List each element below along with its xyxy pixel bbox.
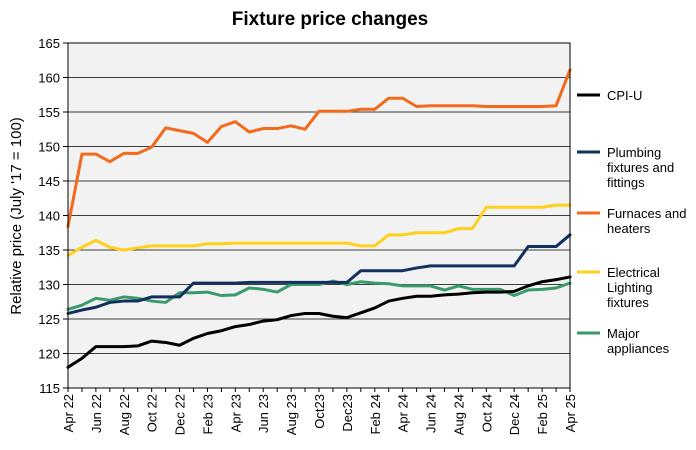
y-axis-ticks: 115 120 125 130 135 140 145 150 155 160 165 [38, 36, 68, 396]
legend-label: Lighting [607, 280, 653, 295]
legend-label: heaters [607, 221, 651, 236]
x-tick-label: Apr 22 [61, 394, 76, 432]
plot-border [67, 42, 571, 389]
x-tick-label: Aug 22 [117, 394, 132, 435]
y-axis-label: Relative price (July '17 = 100) [8, 117, 25, 315]
y-tick-label: 145 [38, 174, 60, 189]
legend-label: fittings [607, 175, 645, 190]
x-axis-ticks: Apr 22 Jun 22 Aug 22 Oct 22 Dec 22 Feb 23 Apr … [61, 388, 578, 435]
x-tick-label: Feb 24 [368, 394, 383, 434]
y-tick-label: 150 [38, 140, 60, 155]
legend-label: Furnaces and [607, 206, 687, 221]
x-tick-label: Jun 24 [424, 394, 439, 433]
legend-label: Plumbing [607, 145, 661, 160]
legend-label: fixtures and [607, 160, 674, 175]
x-tick-label: Aug 24 [451, 394, 466, 435]
series-line-0 [66, 275, 572, 369]
series-line-3 [66, 203, 572, 258]
y-tick-label: 160 [38, 71, 60, 86]
x-tick-label: Oct 22 [145, 394, 160, 432]
y-tick-label: 125 [38, 312, 60, 327]
series-line-4 [66, 279, 572, 311]
y-tick-label: 120 [38, 347, 60, 362]
x-tick-label: Apr 25 [563, 394, 578, 432]
legend-label: appliances [607, 341, 670, 356]
x-tick-label: Dec 24 [507, 394, 522, 435]
x-tick-label: Apr 23 [228, 394, 243, 432]
y-tick-label: 135 [38, 243, 60, 258]
y-tick-label: 140 [38, 209, 60, 224]
x-tick-label: Apr 24 [396, 394, 411, 432]
y-tick-label: 165 [38, 36, 60, 51]
chart-title: Fixture price changes [232, 9, 428, 30]
x-tick-label: Feb 25 [535, 394, 550, 434]
legend-label: Major [607, 326, 640, 341]
legend-label: CPI-U [607, 88, 642, 103]
series-line-2 [66, 68, 572, 229]
series-lines [66, 68, 572, 369]
x-tick-label: Oct23 [312, 394, 327, 429]
x-tick-label: Oct 24 [479, 394, 494, 432]
y-tick-label: 155 [38, 105, 60, 120]
x-tick-label: Jun 22 [89, 394, 104, 433]
x-tick-label: Feb 23 [200, 394, 215, 434]
x-tick-label: Aug 23 [284, 394, 299, 435]
legend-label: fixtures [607, 295, 649, 310]
series-line-1 [66, 233, 572, 315]
x-tick-label: Jun 23 [256, 394, 271, 433]
x-tick-label: Dec23 [340, 394, 355, 432]
y-tick-label: 115 [39, 381, 60, 396]
x-tick-label: Dec 22 [173, 394, 188, 435]
legend-label: Electrical [607, 265, 660, 280]
y-tick-label: 130 [38, 278, 60, 293]
